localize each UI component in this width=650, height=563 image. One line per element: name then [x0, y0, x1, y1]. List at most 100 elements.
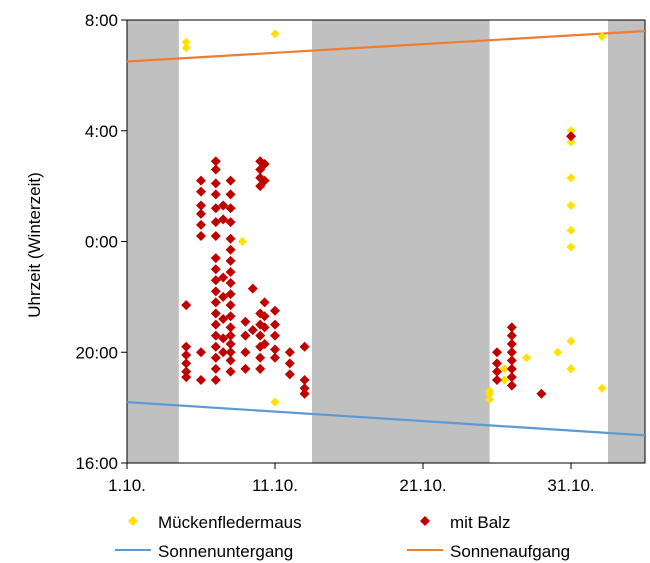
point-mit-balz-47 — [225, 266, 236, 277]
y-tick-label-1: 20:00 — [75, 343, 118, 362]
point-mueckenfledermaus-19 — [566, 364, 576, 374]
point-mit-balz-12 — [196, 347, 206, 358]
point-mit-balz-62 — [247, 283, 258, 294]
point-mit-balz-52 — [225, 322, 236, 333]
point-mit-balz-35 — [218, 272, 229, 283]
point-mit-balz-37 — [218, 314, 229, 325]
y-tick-label-3: 4:00 — [85, 122, 118, 141]
point-mit-balz-18 — [210, 203, 221, 214]
point-mit-balz-30 — [210, 352, 221, 363]
point-mit-balz-28 — [210, 330, 221, 341]
point-mit-balz-59 — [240, 330, 251, 341]
grey-band-0 — [127, 20, 179, 463]
point-mit-balz-15 — [210, 164, 221, 175]
line-sonnenaufgang — [126, 29, 646, 63]
point-mueckenfledermaus-6 — [485, 394, 495, 404]
point-mit-balz-10 — [196, 219, 206, 230]
point-mueckenfledermaus-7 — [485, 386, 495, 396]
point-mit-balz-54 — [225, 338, 236, 349]
point-mit-balz-53 — [225, 330, 236, 341]
legend-label-mueckenfledermaus: Mückenfledermaus — [158, 513, 302, 532]
point-mit-balz-33 — [218, 200, 229, 211]
legend-label-mit-balz: mit Balz — [450, 513, 510, 532]
point-mit-balz-77 — [259, 311, 270, 322]
point-mueckenfledermaus-21 — [597, 383, 607, 393]
line-sonnenuntergang — [126, 400, 646, 437]
x-tick-label-2: 21.10. — [399, 476, 446, 495]
point-mueckenfledermaus-16 — [566, 225, 576, 235]
x-tick-label-0: 1.10. — [108, 476, 146, 495]
point-mit-balz-101 — [506, 363, 517, 374]
point-mit-balz-25 — [210, 297, 221, 308]
point-mit-balz-103 — [506, 380, 517, 391]
point-mueckenfledermaus-4 — [270, 397, 280, 407]
point-mit-balz-8 — [196, 200, 206, 211]
point-mit-balz-5 — [181, 372, 192, 383]
point-mit-balz-27 — [210, 319, 221, 330]
x-tick-label-3: 31.10. — [547, 476, 594, 495]
point-mit-balz-79 — [259, 338, 270, 349]
point-mit-balz-32 — [210, 374, 221, 385]
point-mueckenfledermaus-13 — [566, 137, 576, 147]
point-mit-balz-95 — [492, 374, 502, 385]
data-points — [181, 29, 607, 407]
point-mit-balz-26 — [210, 308, 221, 319]
point-mit-balz-4 — [181, 366, 192, 377]
point-mit-balz-55 — [225, 347, 236, 358]
point-mit-balz-63 — [247, 325, 258, 336]
point-mit-balz-40 — [225, 175, 236, 186]
point-mit-balz-19 — [210, 217, 221, 228]
point-mit-balz-90 — [299, 383, 310, 394]
point-mueckenfledermaus-11 — [553, 347, 563, 357]
point-mit-balz-92 — [492, 347, 502, 358]
point-mit-balz-73 — [255, 363, 266, 374]
point-mit-balz-78 — [259, 322, 270, 333]
point-mit-balz-88 — [299, 341, 310, 352]
legend-marker-mueckenfledermaus — [128, 516, 138, 526]
point-mit-balz-84 — [270, 352, 280, 363]
point-mit-balz-48 — [225, 278, 236, 289]
y-axis-title: Uhrzeit (Winterzeit) — [25, 172, 44, 317]
legend: Mückenfledermaus mit Balz Sonnenuntergan… — [115, 513, 570, 561]
point-mit-balz-61 — [240, 363, 251, 374]
point-mueckenfledermaus-2 — [237, 237, 247, 246]
point-mit-balz-14 — [210, 156, 221, 167]
point-mueckenfledermaus-8 — [499, 364, 509, 374]
point-mit-balz-74 — [259, 158, 270, 169]
point-mit-balz-58 — [240, 316, 251, 327]
point-mit-balz-57 — [225, 366, 236, 377]
point-mueckenfledermaus-10 — [522, 353, 532, 363]
point-mit-balz-105 — [566, 131, 576, 142]
point-mit-balz-23 — [210, 275, 221, 286]
point-mit-balz-42 — [225, 203, 236, 214]
legend-label-sonnenuntergang: Sonnenuntergang — [158, 542, 293, 561]
point-mit-balz-7 — [196, 186, 206, 197]
point-mit-balz-76 — [259, 297, 270, 308]
x-tick-label-1: 11.10. — [252, 476, 298, 495]
point-mit-balz-86 — [284, 358, 295, 369]
y-tick-label-0: 16:00 — [75, 454, 118, 473]
point-mueckenfledermaus-12 — [566, 126, 576, 136]
point-mit-balz-1 — [181, 341, 192, 352]
point-mit-balz-49 — [225, 289, 236, 300]
point-mit-balz-100 — [506, 355, 517, 366]
sun-lines — [126, 29, 646, 437]
point-mit-balz-29 — [210, 341, 221, 352]
point-mit-balz-51 — [225, 311, 236, 322]
point-mit-balz-43 — [225, 217, 236, 228]
grey-band-2 — [608, 20, 645, 463]
point-mit-balz-99 — [506, 347, 517, 358]
point-mit-balz-82 — [270, 330, 280, 341]
point-mit-balz-21 — [210, 253, 221, 264]
point-mit-balz-31 — [210, 363, 221, 374]
point-mit-balz-16 — [210, 178, 221, 189]
legend-label-sonnenaufgang: Sonnenaufgang — [450, 542, 570, 561]
point-mit-balz-75 — [259, 175, 270, 186]
point-mit-balz-38 — [218, 333, 229, 344]
point-mit-balz-34 — [218, 214, 229, 225]
point-mit-balz-41 — [225, 189, 236, 200]
point-mit-balz-39 — [218, 347, 229, 358]
point-mit-balz-50 — [225, 300, 236, 311]
y-tick-label-4: 8:00 — [85, 11, 118, 30]
